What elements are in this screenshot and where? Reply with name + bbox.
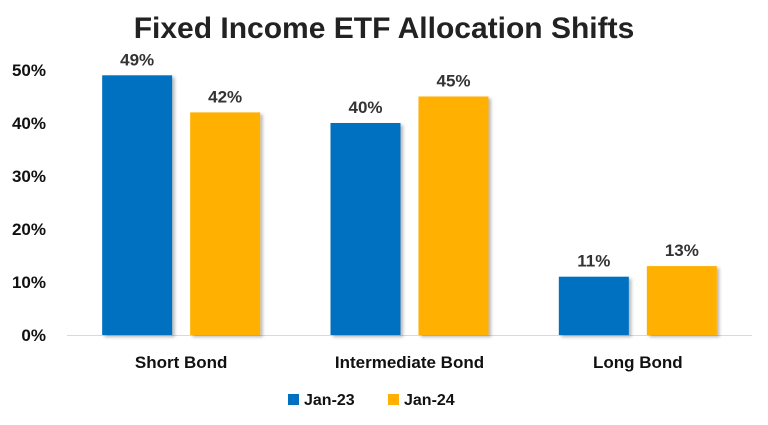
data-label: 49% bbox=[120, 50, 154, 69]
y-tick-label: 40% bbox=[12, 114, 46, 133]
data-label: 40% bbox=[348, 98, 382, 117]
bar-jan-24-long-bond bbox=[646, 266, 717, 335]
bar-jan-23-intermediate-bond bbox=[330, 123, 401, 335]
legend-label: Jan-24 bbox=[404, 392, 455, 409]
x-tick-label: Intermediate Bond bbox=[335, 353, 484, 372]
legend-label: Jan-23 bbox=[304, 392, 355, 409]
bar-jan-23-long-bond bbox=[558, 276, 629, 335]
bar-jan-24-intermediate-bond bbox=[418, 96, 489, 335]
data-label: 45% bbox=[436, 72, 470, 91]
chart-title: Fixed Income ETF Allocation Shifts bbox=[134, 12, 635, 45]
bars bbox=[102, 75, 717, 336]
bar-jan-24-short-bond bbox=[190, 112, 261, 336]
data-label: 11% bbox=[577, 252, 610, 271]
data-label: 13% bbox=[665, 241, 699, 260]
y-tick-label: 30% bbox=[12, 167, 46, 186]
legend: Jan-23 Jan-24 bbox=[288, 392, 455, 409]
data-labels: 49% 42% 40% 45% 11% 13% bbox=[120, 50, 699, 270]
y-tick-label: 10% bbox=[12, 273, 46, 292]
x-tick-label: Short Bond bbox=[135, 353, 228, 372]
legend-swatch bbox=[388, 394, 399, 405]
bar-jan-23-short-bond bbox=[102, 75, 173, 336]
x-tick-label: Long Bond bbox=[593, 353, 683, 372]
y-tick-label: 50% bbox=[12, 61, 46, 80]
y-tick-label: 0% bbox=[21, 326, 46, 345]
y-tick-label: 20% bbox=[12, 220, 46, 239]
legend-swatch bbox=[288, 394, 299, 405]
y-axis: 0% 10% 20% 30% 40% 50% bbox=[12, 61, 46, 345]
data-label: 42% bbox=[208, 87, 242, 106]
x-axis: Short Bond Intermediate Bond Long Bond bbox=[135, 353, 683, 372]
